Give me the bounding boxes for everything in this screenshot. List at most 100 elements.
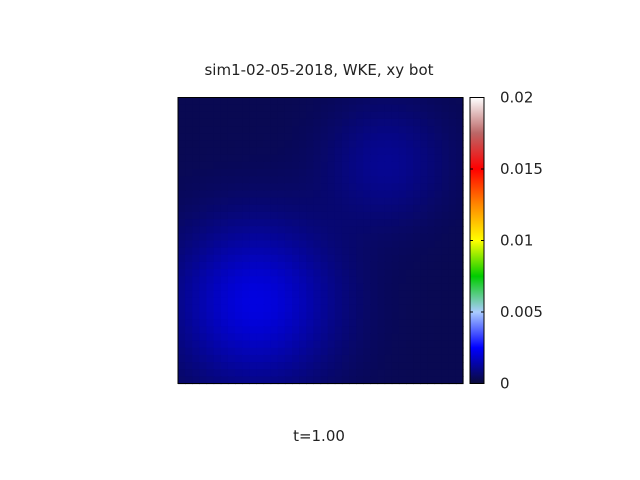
heatmap-cell bbox=[341, 290, 350, 299]
heatmap-cell bbox=[299, 190, 307, 199]
heatmap-cell bbox=[277, 97, 286, 106]
heatmap-cell bbox=[249, 104, 257, 113]
heatmap-cell bbox=[413, 369, 421, 377]
heatmap-cell bbox=[242, 261, 250, 270]
heatmap-cell bbox=[384, 97, 393, 106]
heatmap-cell bbox=[277, 161, 286, 170]
heatmap-cell bbox=[206, 118, 215, 127]
heatmap-cell bbox=[377, 219, 386, 227]
heatmap-cell bbox=[413, 204, 421, 213]
heatmap-cell bbox=[185, 126, 193, 134]
heatmap-cell bbox=[377, 240, 386, 249]
heatmap-cell bbox=[349, 319, 357, 327]
heatmap-cell bbox=[249, 176, 257, 184]
heatmap-cell bbox=[299, 283, 307, 292]
heatmap-cell bbox=[398, 133, 407, 141]
heatmap-cell bbox=[235, 333, 243, 342]
heatmap-cell bbox=[356, 161, 364, 170]
heatmap-cell bbox=[413, 340, 421, 349]
heatmap-cell bbox=[299, 104, 307, 113]
heatmap-cell bbox=[270, 254, 279, 263]
heatmap-cell bbox=[384, 183, 393, 192]
heatmap-cell bbox=[341, 126, 350, 134]
heatmap-cell bbox=[284, 304, 293, 313]
heatmap-cell bbox=[370, 354, 379, 363]
heatmap-cell bbox=[434, 211, 443, 220]
heatmap-cell bbox=[292, 233, 300, 242]
heatmap-cell bbox=[334, 319, 343, 327]
heatmap-cell bbox=[270, 369, 279, 377]
heatmap-cell bbox=[227, 276, 236, 284]
heatmap-cell bbox=[441, 118, 450, 127]
heatmap-cell bbox=[249, 369, 257, 377]
heatmap-cell bbox=[420, 240, 428, 249]
heatmap-cell bbox=[320, 347, 329, 356]
heatmap-cell bbox=[284, 347, 293, 356]
heatmap-cell bbox=[220, 369, 229, 377]
heatmap-cell bbox=[178, 312, 186, 320]
heatmap-cell bbox=[334, 333, 343, 342]
heatmap-cell bbox=[242, 233, 250, 242]
heatmap-cell bbox=[192, 362, 200, 370]
heatmap-cell bbox=[185, 169, 193, 177]
heatmap-cell bbox=[441, 183, 450, 192]
heatmap-cell bbox=[384, 347, 393, 356]
heatmap-cell bbox=[384, 211, 393, 220]
heatmap-cell bbox=[420, 169, 428, 177]
heatmap-cell bbox=[420, 297, 428, 306]
heatmap-cell bbox=[185, 176, 193, 184]
heatmap-cell bbox=[263, 290, 272, 299]
heatmap-cell bbox=[270, 362, 279, 370]
heatmap-cell bbox=[284, 362, 293, 370]
heatmap-cell bbox=[455, 104, 464, 113]
heatmap-cell bbox=[427, 233, 436, 242]
heatmap-cell bbox=[220, 176, 229, 184]
heatmap-cell bbox=[327, 276, 336, 284]
heatmap-cell bbox=[327, 169, 336, 177]
heatmap-cell bbox=[434, 204, 443, 213]
heatmap-cell bbox=[313, 126, 322, 134]
heatmap-cell bbox=[277, 118, 286, 127]
heatmap-cell bbox=[313, 233, 322, 242]
heatmap-cell bbox=[299, 133, 307, 141]
heatmap-cell bbox=[448, 269, 457, 277]
heatmap-cell bbox=[306, 333, 314, 342]
heatmap-cell bbox=[249, 312, 257, 320]
heatmap-cell bbox=[377, 161, 386, 170]
heatmap-cell bbox=[313, 190, 322, 199]
heatmap-cell bbox=[284, 118, 293, 127]
heatmap-cell bbox=[448, 333, 457, 342]
heatmap-cell bbox=[398, 369, 407, 377]
heatmap-cell bbox=[363, 319, 371, 327]
heatmap-cell bbox=[327, 190, 336, 199]
heatmap-cell bbox=[185, 354, 193, 363]
heatmap-cell bbox=[341, 333, 350, 342]
heatmap-cell bbox=[249, 376, 257, 385]
heatmap-cell bbox=[420, 126, 428, 134]
heatmap-cell bbox=[299, 369, 307, 377]
heatmap-cell bbox=[441, 326, 450, 335]
heatmap-cell bbox=[199, 126, 208, 134]
heatmap-cell bbox=[292, 247, 300, 256]
heatmap-cell bbox=[377, 169, 386, 177]
heatmap-cell bbox=[370, 126, 379, 134]
heatmap-cell bbox=[270, 197, 279, 206]
heatmap-cell bbox=[227, 283, 236, 292]
heatmap-cell bbox=[448, 97, 457, 106]
heatmap-cell bbox=[406, 133, 414, 141]
heatmap-cell bbox=[334, 347, 343, 356]
heatmap-cell bbox=[356, 312, 364, 320]
heatmap-cell bbox=[249, 247, 257, 256]
heatmap-cell bbox=[455, 254, 464, 263]
heatmap-cell bbox=[455, 183, 464, 192]
heatmap-cell bbox=[455, 340, 464, 349]
heatmap-cell bbox=[199, 169, 208, 177]
heatmap-cell bbox=[284, 197, 293, 206]
heatmap-cell bbox=[413, 297, 421, 306]
heatmap-cell bbox=[220, 211, 229, 220]
heatmap-cell bbox=[327, 154, 336, 163]
heatmap-cell bbox=[349, 104, 357, 113]
heatmap-cell bbox=[448, 140, 457, 149]
heatmap-cell bbox=[220, 240, 229, 249]
heatmap-cell bbox=[391, 197, 400, 206]
